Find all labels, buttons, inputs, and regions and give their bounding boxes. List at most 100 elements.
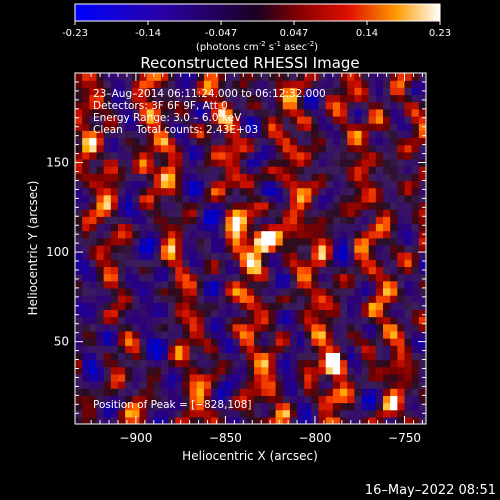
heatmap-cell	[340, 173, 348, 182]
heatmap-cell	[96, 209, 105, 217]
heatmap-cell	[397, 266, 406, 275]
heatmap-cell	[218, 388, 227, 396]
heatmap-cell	[232, 266, 241, 275]
heatmap-cell	[397, 338, 406, 346]
heatmap-cell	[254, 137, 262, 146]
heatmap-cell	[297, 80, 305, 88]
heatmap-cell	[332, 280, 341, 289]
heatmap-cell	[304, 359, 312, 368]
heatmap-cell	[196, 151, 205, 160]
heatmap-cell	[254, 80, 262, 88]
heatmap-cell	[397, 123, 406, 131]
heatmap-cell	[125, 309, 133, 318]
heatmap-cell	[82, 416, 90, 424]
heatmap-cell	[397, 230, 406, 239]
heatmap-cell	[340, 130, 348, 139]
heatmap-cell	[225, 187, 234, 196]
heatmap-cell	[332, 259, 341, 268]
heatmap-cell	[383, 259, 391, 268]
heatmap-cell	[239, 201, 248, 210]
heatmap-cell	[218, 338, 227, 346]
heatmap-cell	[275, 194, 284, 203]
heatmap-cell	[211, 244, 219, 253]
heatmap-cell	[340, 302, 348, 310]
heatmap-cell	[196, 259, 205, 268]
heatmap-cell	[89, 395, 98, 404]
heatmap-cell	[211, 173, 219, 182]
heatmap-cell	[311, 345, 320, 353]
heatmap-cell	[225, 287, 234, 296]
heatmap-cell	[117, 280, 126, 289]
heatmap-cell	[211, 402, 219, 411]
heatmap-cell	[325, 187, 334, 196]
heatmap-cell	[82, 216, 90, 225]
heatmap-cell	[146, 80, 155, 88]
heatmap-cell	[110, 359, 119, 368]
heatmap-cell	[211, 381, 219, 389]
heatmap-cell	[211, 352, 219, 361]
heatmap-cell	[117, 144, 126, 153]
heatmap-cell	[75, 209, 83, 217]
heatmap-cell	[297, 395, 305, 404]
heatmap-cell	[340, 402, 348, 411]
heatmap-cell	[203, 402, 212, 411]
heatmap-cell	[146, 244, 155, 253]
heatmap-cell	[404, 309, 413, 318]
heatmap-cell	[275, 259, 284, 268]
heatmap-cell	[211, 302, 219, 310]
heatmap-cell	[153, 209, 162, 217]
heatmap-cell	[203, 115, 212, 124]
heatmap-cell	[89, 352, 98, 361]
heatmap-cell	[375, 230, 384, 239]
heatmap-cell	[347, 287, 355, 296]
heatmap-cell	[318, 330, 327, 339]
heatmap-cell	[354, 173, 363, 182]
heatmap-cell	[89, 180, 98, 189]
heatmap-cell	[332, 388, 341, 396]
heatmap-cell	[304, 395, 312, 404]
heatmap-cell	[347, 187, 355, 196]
heatmap-cell	[82, 373, 90, 382]
heatmap-cell	[325, 280, 334, 289]
heatmap-cell	[211, 187, 219, 196]
heatmap-cell	[368, 209, 377, 217]
heatmap-cell	[132, 295, 141, 303]
heatmap-cell	[160, 201, 169, 210]
heatmap-cell	[203, 180, 212, 189]
heatmap-cell	[261, 295, 270, 303]
heatmap-cell	[110, 330, 119, 339]
heatmap-cell	[125, 280, 133, 289]
heatmap-cell	[340, 316, 348, 325]
heatmap-cell	[239, 151, 248, 160]
heatmap-cell	[211, 194, 219, 203]
heatmap-cell	[411, 115, 420, 124]
heatmap-cell	[411, 94, 420, 103]
heatmap-cell	[196, 209, 205, 217]
heatmap-cell	[418, 108, 426, 117]
heatmap-cell	[110, 416, 119, 424]
heatmap-cell	[196, 223, 205, 232]
heatmap-cell	[89, 87, 98, 96]
heatmap-cell	[361, 194, 370, 203]
heatmap-cell	[168, 137, 176, 146]
heatmap-cell	[103, 216, 112, 225]
heatmap-cell	[182, 230, 191, 239]
heatmap-cell	[325, 359, 334, 368]
heatmap-cell	[125, 123, 133, 131]
heatmap-cell	[261, 173, 270, 182]
heatmap-cell	[153, 194, 162, 203]
heatmap-cell	[275, 295, 284, 303]
heatmap-cell	[254, 316, 262, 325]
heatmap-cell	[160, 187, 169, 196]
heatmap-cell	[225, 123, 234, 131]
annotation-energy-range: Energy Range: 3.0 – 6.0 keV	[93, 112, 242, 124]
heatmap-cell	[203, 108, 212, 117]
heatmap-cell	[411, 194, 420, 203]
heatmap-cell	[218, 309, 227, 318]
heatmap-cell	[211, 252, 219, 260]
heatmap-cell	[340, 187, 348, 196]
heatmap-cell	[275, 87, 284, 96]
heatmap-cell	[182, 166, 191, 174]
heatmap-cell	[218, 80, 227, 88]
heatmap-cell	[232, 302, 241, 310]
